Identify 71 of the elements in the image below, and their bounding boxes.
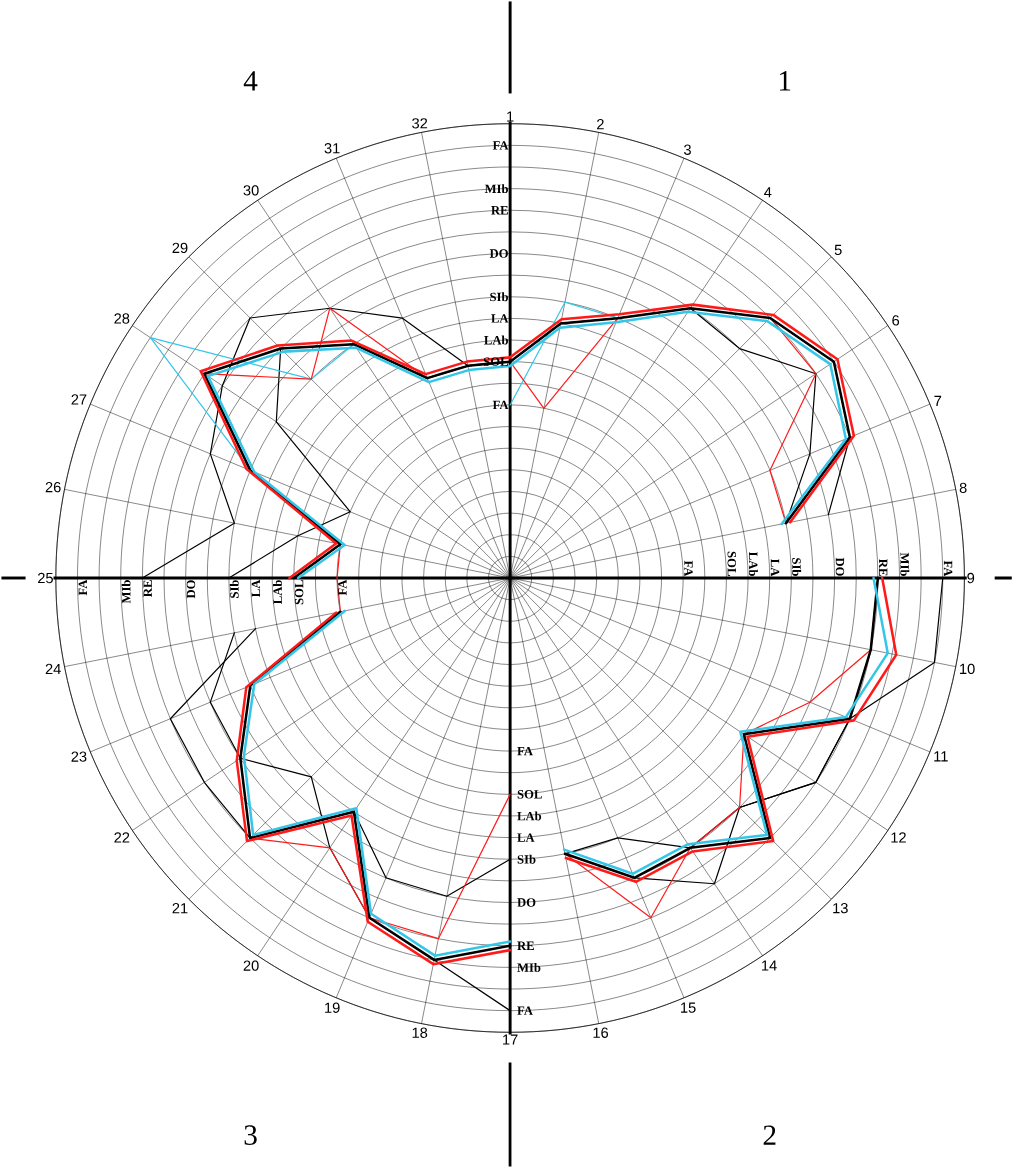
spoke-label: 29 [172,242,188,254]
text: 1 [779,71,791,91]
spoke-label: 4 [763,187,772,198]
spoke-label: 8 [959,482,967,494]
spoke-label: 25 [37,572,53,584]
spoke-label: 23 [71,751,87,762]
y-tick-label: LAb [484,335,508,345]
y-tick-label: FA [492,141,509,150]
y-tick-label: RE [491,206,508,215]
text: LAb [748,552,758,576]
spoke-label: 26 [45,481,61,493]
text: FA [78,579,87,596]
text: FA [517,1006,533,1015]
text: LAb [272,580,282,604]
spoke-label: 18 [412,1027,428,1038]
spoke-label: 24 [45,663,61,675]
text: SOL [727,551,736,576]
spoke-label: 17 [502,1034,518,1045]
text: LA [770,559,780,577]
spoke-label: 6 [892,315,899,326]
spoke-label: 30 [243,185,259,196]
text: LA [251,579,260,597]
spoke-label: 15 [680,1002,696,1013]
text: MIb [517,962,541,972]
text: SOL [294,580,304,605]
text: 4 [243,71,258,91]
text: 3 [244,1125,257,1145]
spoke-label: 9 [967,572,974,584]
spoke-label: 11 [934,751,948,762]
spoke-label: 21 [172,903,188,914]
spoke-label: 12 [891,832,906,843]
spoke-label: 20 [243,960,259,971]
y-tick-label: SIb [490,292,508,302]
spoke-label: 32 [411,118,427,129]
text: LA [517,833,535,842]
spoke-label: 16 [593,1027,608,1038]
text: FA [338,579,347,596]
text: FA [943,560,953,577]
spoke-label: 2 [596,119,604,130]
text: DO [517,898,536,907]
spoke-label: 27 [71,394,87,405]
text: SIb [792,558,801,576]
spoke-label: 14 [761,960,777,971]
text: FA [517,746,533,756]
spoke-label: 1 [507,111,514,122]
text: DO [186,580,196,599]
text: RE [878,559,888,576]
y-tick-label: FA [492,400,509,410]
spoke-label: 28 [114,313,130,324]
text: RE [143,580,152,597]
text: 2 [763,1125,776,1145]
spoke-label: 7 [934,395,941,406]
text: SIb [229,580,239,598]
spoke-label: 10 [959,663,975,675]
spoke-label: 3 [683,144,691,155]
spoke-label: 19 [324,1002,340,1013]
text: FA [684,560,693,577]
spoke-label: 22 [114,832,130,843]
text: SOL [517,790,542,799]
text: DO [835,557,845,576]
text: RE [517,941,534,950]
spoke-label: 31 [324,143,340,154]
spoke-label: 13 [833,902,848,914]
y-tick-label: MIb [484,184,508,194]
text: SIb [517,854,536,864]
text: MIb [900,552,910,576]
y-tick-label: DO [489,249,508,258]
text: LAb [517,811,541,821]
text: MIb [121,580,131,604]
spoke-label: 5 [834,244,842,256]
y-tick-label: LA [491,314,509,323]
